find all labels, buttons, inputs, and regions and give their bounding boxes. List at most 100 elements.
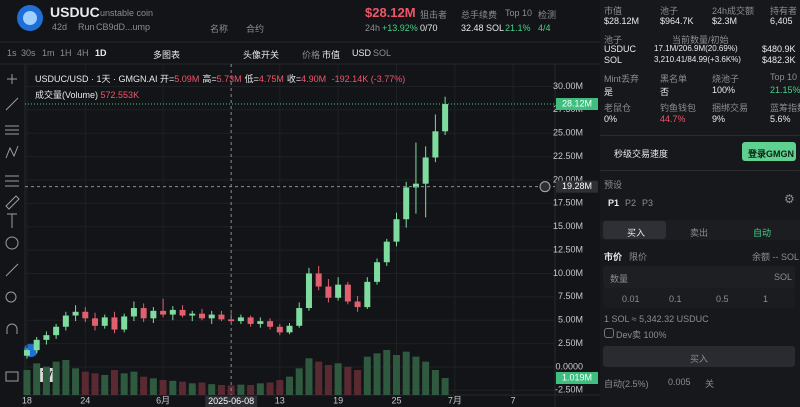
- y-tick-label: 22.50M: [553, 151, 583, 161]
- y-tick-label: -2.50M: [555, 385, 583, 395]
- volume-bar: [208, 384, 216, 395]
- stat-label: 检测: [538, 10, 557, 20]
- volume-bar: [402, 351, 410, 395]
- avatar-toggle[interactable]: 头像开关: [243, 50, 280, 60]
- tool-icon[interactable]: [5, 175, 19, 187]
- footer-toggle[interactable]: 关: [705, 379, 715, 389]
- multi-chart[interactable]: 多图表: [153, 50, 181, 60]
- y-tick-label: 30.00M: [553, 81, 583, 91]
- buy-text[interactable]: 买入: [690, 354, 709, 364]
- checkbox[interactable]: [604, 328, 614, 338]
- stat-value: $964.7K: [660, 16, 694, 26]
- trade-tab[interactable]: 卖出: [690, 228, 709, 238]
- volume-bar: [188, 383, 196, 395]
- active-tab: [603, 221, 666, 239]
- candle-body: [276, 326, 283, 333]
- volume-bar: [198, 382, 206, 395]
- volume-bar: [42, 366, 50, 395]
- volume-bar: [412, 356, 420, 395]
- crosshair-x-bg: [205, 396, 258, 407]
- volume-bar: [62, 360, 70, 395]
- address[interactable]: CB9dD...ump: [96, 22, 151, 32]
- volume-bar: [72, 368, 80, 395]
- candle-body: [53, 326, 60, 336]
- contract-button[interactable]: 合约: [246, 24, 265, 34]
- change-label: 24h: [365, 23, 381, 33]
- x-tick-label: 6月: [156, 395, 170, 405]
- quick-amount[interactable]: 0.01: [622, 294, 640, 304]
- interval[interactable]: 1H: [60, 48, 72, 58]
- candle-body: [150, 310, 157, 319]
- candle-body: [237, 317, 244, 322]
- footer-fee[interactable]: 0.005: [668, 377, 691, 387]
- symbol: USDUC: [50, 4, 100, 20]
- ohlc-label: 收=: [286, 74, 302, 84]
- price-toggle[interactable]: 价格: [302, 50, 321, 60]
- settings-icon[interactable]: ⚙: [784, 192, 795, 206]
- ohlc-label: 低=: [244, 74, 259, 84]
- change-text: -192.14K (-3.77%): [331, 74, 406, 84]
- candle-body: [101, 317, 108, 326]
- interval[interactable]: 4H: [77, 48, 89, 58]
- dev-sell[interactable]: Dev卖 100%: [616, 330, 667, 340]
- order-type[interactable]: 限价: [629, 252, 648, 262]
- quick-amount[interactable]: 1: [763, 294, 769, 304]
- tool-icon[interactable]: [5, 145, 19, 159]
- y-tick-label: 12.50M: [553, 244, 583, 254]
- volume-bar: [130, 371, 138, 395]
- chart-title: USDUC/USD · 1天 · GMGN.AI: [35, 74, 158, 84]
- tool-icon[interactable]: [7, 213, 17, 228]
- volume-bar: [422, 361, 430, 395]
- tool-icon[interactable]: [5, 195, 20, 210]
- tool-icon[interactable]: [5, 263, 19, 277]
- interval[interactable]: 1s: [7, 48, 17, 58]
- volume-bar: [23, 370, 31, 395]
- candle-body: [179, 309, 186, 316]
- footer-auto[interactable]: 自动(2.5%): [604, 379, 649, 389]
- order-type[interactable]: 市价: [604, 252, 623, 262]
- rate: 1 SOL ≈ 5,342.32 USDUC: [604, 314, 709, 324]
- preset[interactable]: P2: [625, 198, 637, 208]
- stat-value: $2.3M: [712, 16, 738, 26]
- name-button[interactable]: 名称: [210, 24, 229, 34]
- candle-body: [412, 183, 419, 188]
- tool-icon[interactable]: [5, 97, 19, 111]
- interval[interactable]: 1D: [95, 48, 107, 58]
- speed[interactable]: 秒级交易速度: [614, 149, 669, 159]
- volume-bar: [392, 355, 400, 395]
- pool-label: 池子: [604, 35, 623, 45]
- tool-icon[interactable]: [5, 291, 17, 303]
- amount-placeholder: 数量: [610, 274, 629, 284]
- usd-toggle[interactable]: USD: [352, 48, 372, 58]
- trade-tab[interactable]: 自动: [753, 228, 772, 238]
- sol-toggle[interactable]: SOL: [373, 48, 392, 58]
- preset[interactable]: P3: [642, 198, 654, 208]
- y-tick-label: 17.50M: [553, 198, 583, 208]
- tool-icon[interactable]: [5, 236, 19, 250]
- buy-button[interactable]: [603, 346, 795, 367]
- login-button[interactable]: [742, 142, 796, 161]
- volume-bar: [247, 385, 255, 395]
- candle-body: [257, 321, 264, 324]
- trade-tab[interactable]: 买入: [627, 228, 646, 238]
- tool-icon[interactable]: [5, 125, 19, 135]
- interval[interactable]: 30s: [21, 48, 36, 58]
- quick-amount[interactable]: 0.5: [716, 294, 729, 304]
- ohlc-value: 4.75M: [258, 74, 284, 84]
- login-text[interactable]: 登录GMGN: [748, 149, 794, 159]
- tool-icon[interactable]: [6, 323, 18, 334]
- volume-bar: [305, 358, 313, 395]
- volume-bar: [354, 370, 362, 395]
- volume-legend: 成交量(Volume) 572.553K: [35, 88, 139, 101]
- tool-icon[interactable]: [7, 74, 17, 84]
- quick-amount[interactable]: 0.1: [669, 294, 682, 304]
- interval[interactable]: 1m: [42, 48, 55, 58]
- amount-unit: SOL: [774, 272, 793, 282]
- mcap-toggle[interactable]: 市值: [322, 50, 341, 60]
- preset[interactable]: P1: [608, 198, 620, 208]
- chart-legend: USDUC/USD · 1天 · GMGN.AI 开=5.09M 高=5.73M 低…: [35, 72, 405, 85]
- amount-input[interactable]: [603, 266, 795, 288]
- x-tick-label: 13: [275, 395, 285, 405]
- tool-icon[interactable]: [5, 371, 19, 382]
